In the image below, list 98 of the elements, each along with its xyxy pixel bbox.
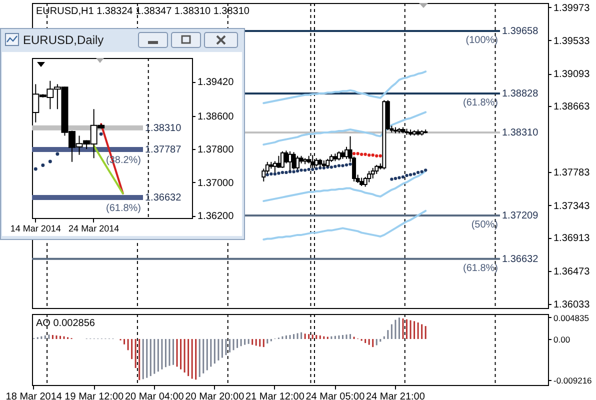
x-tick-label: 20 Mar 04:00 xyxy=(124,392,184,400)
point xyxy=(375,154,378,158)
x-tick-label: 14 Mar 2014 xyxy=(10,224,61,234)
candlestick xyxy=(276,155,281,168)
point xyxy=(307,168,310,172)
point xyxy=(398,176,401,180)
chart-title: EURUSD,H1 1.38324 1.38347 1.38310 1.38310 xyxy=(36,6,250,17)
point xyxy=(412,172,416,176)
ref-line-label: 1.36632 xyxy=(502,254,539,265)
point xyxy=(303,168,307,172)
annotation: (50%) xyxy=(471,219,498,230)
point xyxy=(280,170,284,174)
ref-line-label: 1.37787 xyxy=(145,144,182,156)
line-series xyxy=(262,70,427,104)
y-tick-label: 1.39973 xyxy=(554,2,590,14)
point xyxy=(99,132,103,136)
point xyxy=(364,152,367,156)
point xyxy=(368,154,371,157)
point xyxy=(424,168,428,172)
point xyxy=(273,172,277,176)
annotation: (61.8%) xyxy=(462,262,498,274)
point xyxy=(341,164,344,168)
point xyxy=(390,178,394,181)
point xyxy=(334,164,337,168)
candlestick xyxy=(288,150,292,172)
point xyxy=(416,170,420,174)
point xyxy=(378,154,382,158)
line-series xyxy=(262,111,427,146)
x-tick-label: 24 Mar 21:00 xyxy=(366,392,426,400)
point xyxy=(330,166,334,169)
chart-title: EURUSD,Daily xyxy=(23,33,104,47)
point xyxy=(322,166,326,170)
candlestick xyxy=(280,150,284,168)
ref-line-label: 1.37209 xyxy=(502,210,539,222)
x-tick-label: 19 Mar 12:00 xyxy=(64,392,124,400)
y-tick-label: -0.009216 xyxy=(554,376,592,386)
candlestick xyxy=(336,150,341,161)
candlestick xyxy=(344,146,348,160)
y-tick-label: 0.004835 xyxy=(554,312,590,323)
point xyxy=(405,174,408,178)
point xyxy=(296,169,300,173)
point xyxy=(352,152,356,156)
point xyxy=(300,168,303,172)
candlestick xyxy=(367,170,372,183)
point xyxy=(311,168,314,172)
point xyxy=(284,170,288,174)
annotation: (100%) xyxy=(466,35,498,46)
point xyxy=(34,167,38,171)
line-series xyxy=(262,170,427,202)
point xyxy=(420,170,424,174)
y-tick-label: 1.37000 xyxy=(198,178,234,189)
point xyxy=(318,166,322,170)
point xyxy=(360,152,364,156)
y-tick-label: 1.38600 xyxy=(198,111,234,122)
point xyxy=(314,167,318,170)
point xyxy=(56,152,60,156)
x-tick-label: 21 Mar 12:00 xyxy=(245,392,305,400)
point xyxy=(41,163,45,167)
point xyxy=(408,173,412,176)
ref-line-label: 1.36632 xyxy=(145,192,182,204)
point xyxy=(270,172,273,176)
point xyxy=(344,163,348,166)
y-tick-label: 1.36200 xyxy=(198,211,234,222)
y-tick-label: 1.39420 xyxy=(198,77,234,88)
y-tick-label: 1.38663 xyxy=(554,101,590,112)
x-tick-label: 24 Mar 2014 xyxy=(68,224,120,234)
annotation: (61.8%) xyxy=(106,203,141,214)
ref-line-label: 1.38310 xyxy=(145,122,182,134)
y-tick-label: 1.36913 xyxy=(554,233,590,244)
point xyxy=(337,164,341,168)
y-tick-label: 1.37783 xyxy=(554,168,590,179)
point xyxy=(394,176,398,180)
point xyxy=(48,160,52,164)
line-series xyxy=(262,210,427,240)
annotation: (61.8%) xyxy=(462,98,498,109)
point xyxy=(371,154,374,157)
candlestick xyxy=(370,167,375,179)
y-tick-label: 1.37800 xyxy=(198,144,234,156)
point xyxy=(401,175,405,179)
ref-line-label: 1.39658 xyxy=(502,26,539,38)
x-tick-label: 24 Mar 05:00 xyxy=(306,392,366,400)
y-tick-label: 0.00 xyxy=(554,334,570,345)
y-tick-label: 1.36473 xyxy=(554,266,590,278)
ref-line-label: 1.38828 xyxy=(502,88,539,100)
candlestick xyxy=(374,164,379,174)
y-tick-label: 1.36033 xyxy=(554,300,590,311)
y-tick-label: 1.39093 xyxy=(554,69,590,80)
candlestick xyxy=(292,152,296,170)
point xyxy=(277,172,280,175)
point xyxy=(348,162,352,166)
point xyxy=(292,170,296,174)
ref-line-label: 1.38310 xyxy=(502,128,539,139)
point xyxy=(356,152,360,156)
chart-title: AO 0.002856 xyxy=(36,318,96,329)
x-tick-label: 18 Mar 2014 xyxy=(6,392,62,400)
y-tick-label: 1.39533 xyxy=(554,36,590,47)
y-tick-label: 1.37343 xyxy=(554,200,590,212)
x-tick-label: 20 Mar 20:00 xyxy=(185,392,245,400)
